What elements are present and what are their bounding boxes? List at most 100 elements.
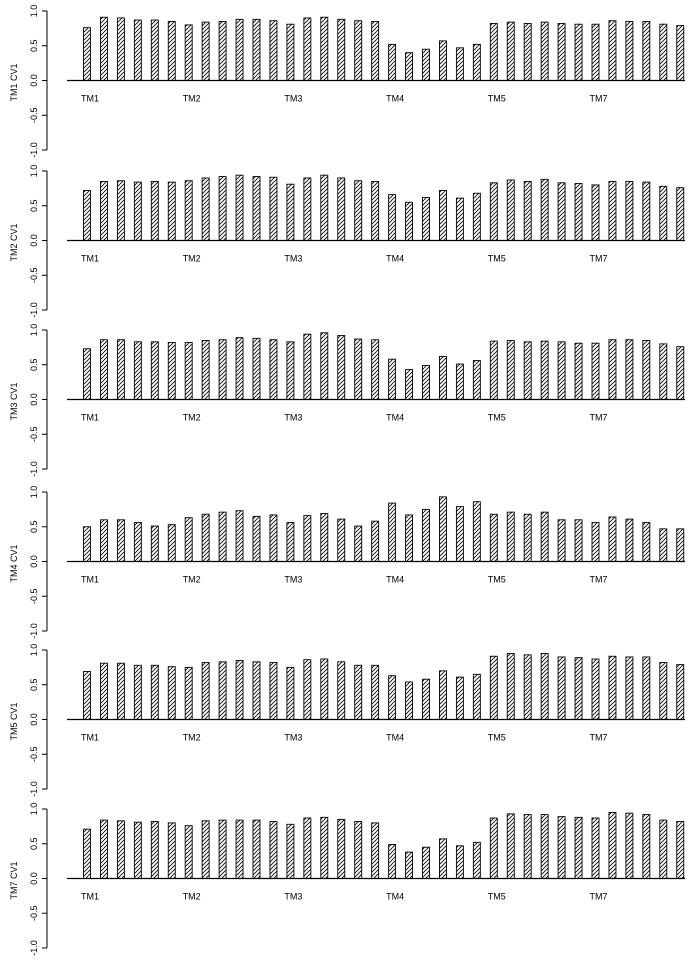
chart-panel-1: 1.0 0.5 0.0 -0.5 -1.0 TM1 CV1 TM1 TM2 TM3 TM4 TM5 T…: [9, 5, 685, 158]
group-label: TM4: [386, 892, 404, 902]
chart-panel-3: 1.0 0.5 0.0 -0.5 -1.0 TM3 CV1 TM1 TM2 TM3 TM4 TM5 T…: [9, 324, 685, 477]
group-label: TM2: [183, 892, 201, 902]
bar: [218, 176, 227, 241]
group-label: TM4: [386, 254, 404, 264]
group-label: TM4: [386, 733, 404, 743]
bar: [659, 528, 668, 562]
bar: [201, 21, 210, 81]
chart-panel-6: 1.0 0.5 0.0 -0.5 -1.0 TM7 CV1 TM1 TM2 TM3 TM4 TM5 T…: [9, 803, 685, 956]
bar: [252, 18, 261, 81]
bar: [354, 525, 363, 562]
group-label: TM2: [183, 94, 201, 104]
group-label: TM5: [488, 733, 506, 743]
bar: [167, 666, 176, 720]
y-tick-label: 0.5: [29, 39, 39, 52]
bar: [337, 335, 346, 400]
y-tick-label: 1.0: [29, 644, 39, 657]
bar: [388, 502, 397, 562]
bar: [83, 190, 91, 241]
y-tick-label: 1.0: [29, 324, 39, 337]
bar: [676, 664, 685, 720]
group-label: TM5: [488, 575, 506, 585]
group-label: TM7: [590, 733, 608, 743]
group-label: TM7: [590, 575, 608, 585]
bar: [455, 363, 464, 400]
bar: [167, 20, 176, 81]
bar: [201, 177, 210, 241]
bar: [608, 655, 617, 720]
bar: [133, 341, 142, 400]
bar: [472, 360, 481, 400]
bar: [642, 522, 651, 562]
bar: [320, 513, 329, 562]
bar: [422, 48, 430, 81]
bar: [303, 17, 312, 81]
group-label: TM2: [183, 254, 201, 264]
group-label: TM2: [183, 575, 201, 585]
bar: [252, 819, 261, 879]
bar: [269, 339, 278, 400]
bar: [354, 664, 363, 720]
bar: [676, 25, 685, 81]
group-label: TM7: [590, 94, 608, 104]
bar: [523, 513, 532, 562]
bar: [472, 192, 481, 241]
bar: [184, 517, 193, 562]
group-label: TM2: [183, 733, 201, 743]
bar: [642, 181, 651, 241]
bar: [303, 333, 312, 400]
bar: [354, 180, 363, 241]
bar: [184, 825, 193, 879]
bar: [201, 339, 210, 400]
bar: [167, 822, 176, 879]
y-tick-label: -1.0: [29, 940, 39, 956]
bar: [388, 194, 397, 241]
group-label: TM2: [183, 413, 201, 423]
bar: [659, 23, 668, 81]
bar: [150, 341, 159, 400]
bar: [133, 522, 142, 562]
bar: [439, 190, 447, 241]
bar: [405, 369, 413, 400]
group-label: TM5: [488, 892, 506, 902]
bar: [235, 174, 244, 241]
y-axis-label: TM7 CV1: [9, 861, 19, 899]
group-label: TM3: [284, 733, 302, 743]
y-axis-label: TM3 CV1: [9, 382, 19, 420]
bar: [405, 201, 413, 241]
y-tick-label: 0.0: [29, 234, 39, 247]
bar: [422, 508, 430, 562]
bar: [320, 332, 329, 400]
bar: [320, 16, 329, 81]
bar: [286, 666, 295, 720]
bar: [540, 653, 549, 720]
bar: [116, 820, 125, 879]
bar: [489, 340, 498, 400]
bar: [167, 181, 176, 241]
bar: [354, 338, 363, 400]
bar: [201, 513, 210, 562]
bar: [455, 47, 464, 81]
bar: [337, 177, 346, 241]
bar: [676, 346, 685, 400]
bar: [489, 513, 498, 562]
bar: [371, 822, 380, 879]
bar: [388, 844, 397, 879]
y-axis-label: TM5 CV1: [9, 702, 19, 740]
bar: [218, 819, 227, 879]
bar: [150, 19, 159, 81]
y-tick-label: 0.5: [29, 358, 39, 371]
bar: [455, 197, 464, 241]
bar: [150, 525, 159, 562]
bar: [269, 176, 278, 241]
bar: [167, 342, 176, 400]
bar: [591, 817, 600, 879]
bar: [150, 821, 159, 879]
bar: [371, 339, 380, 400]
bar: [201, 662, 210, 720]
bar: [422, 196, 430, 241]
bar: [218, 661, 227, 720]
bar: [83, 671, 91, 720]
group-label: TM3: [284, 575, 302, 585]
bar: [676, 821, 685, 879]
